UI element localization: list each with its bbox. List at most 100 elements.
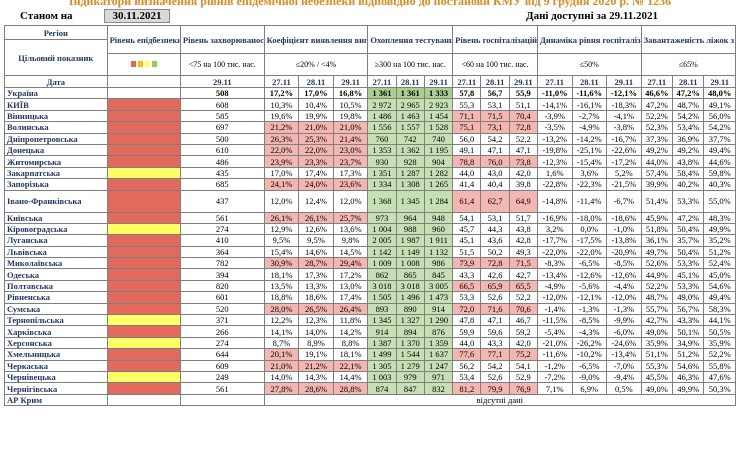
col-target: Цільовий показник	[4, 39, 108, 76]
oxy-cell: 43,8%	[672, 155, 705, 168]
testing-cell: 1 361	[395, 86, 425, 100]
region-name: Тернопільська	[4, 314, 108, 327]
hosp-cell: 52,6	[480, 370, 510, 384]
oxy-cell: 53,3%	[672, 257, 705, 270]
dyn-cell: -11,5%	[536, 314, 573, 327]
testing-cell: 1 287	[395, 166, 425, 180]
oxy-cell: 45,1%	[672, 268, 705, 281]
oxy-cell: 49,9%	[672, 382, 705, 395]
hosp-cell: 70,6	[508, 302, 538, 316]
oxy-cell: 37,7%	[703, 132, 736, 145]
detection-cell: 14,0%	[298, 325, 334, 338]
hosp-cell: 65,5	[508, 279, 538, 293]
oxy-cell: 49,0%	[640, 382, 674, 395]
hosp-cell: 71,5	[508, 257, 538, 270]
detection-cell: 26,4%	[332, 302, 369, 316]
dyn-cell: -8,3%	[536, 257, 573, 270]
detection-cell: 14,3%	[298, 370, 334, 384]
detection-cell: 21,4%	[332, 132, 369, 145]
testing-cell: 979	[395, 370, 425, 384]
region-name: Хмельницька	[4, 348, 108, 361]
table-row: Полтавська 820 13,5% 13,3% 13,0% 3 018 3 018 3 …	[4, 279, 736, 293]
testing-cell: 760	[367, 132, 397, 145]
dyn-cell: -12,1%	[571, 291, 608, 304]
oxy-cell: 50,3%	[703, 382, 736, 395]
hosp-cell: 75,2	[508, 348, 538, 361]
dyn-cell: -11,6%	[571, 86, 608, 100]
dyn-cell: -5,6%	[571, 279, 608, 293]
incidence-cell: 410	[179, 234, 265, 247]
detection-cell: 28,7%	[298, 257, 334, 270]
oxy-cell: 51,2%	[703, 245, 736, 259]
hosp-cell: 47,1	[480, 143, 510, 157]
hosp-cell: 55,3	[452, 98, 482, 111]
level-cell	[106, 143, 181, 157]
testing-cell: 740	[423, 132, 454, 145]
oxy-cell: 35,9%	[640, 336, 674, 350]
available-date: Дані доступні за 29.11.2021	[526, 10, 658, 22]
level-cell	[106, 98, 181, 111]
date-test-28: 28.11	[395, 75, 425, 88]
hosp-cell: 71,6	[480, 302, 510, 316]
table-row: Рівненська 601 18,8% 18,6% 17,4% 1 505 1 496 1 …	[4, 291, 736, 304]
testing-cell: 3 018	[367, 279, 397, 293]
testing-cell: 1 284	[423, 189, 454, 213]
oxy-cell: 51,8%	[640, 222, 674, 236]
oxy-cell: 53,3%	[672, 189, 705, 213]
oxy-cell: 50,1%	[672, 325, 705, 338]
level-cell	[106, 268, 181, 281]
dyn-cell: 0,5%	[606, 382, 642, 395]
legend-square	[130, 61, 136, 67]
hosp-cell: 46,7	[508, 314, 538, 327]
region-name: Дніпропетровська	[4, 132, 108, 145]
detection-cell: 30,9%	[263, 257, 300, 270]
detection-target: ≤20% / <4%	[263, 53, 369, 76]
detection-cell: 12,2%	[263, 314, 300, 327]
dyn-cell: -1,3%	[571, 302, 608, 316]
detection-cell: 14,4%	[332, 370, 369, 384]
testing-cell: 2 972	[367, 98, 397, 111]
testing-cell: 1 987	[395, 234, 425, 247]
testing-cell: 845	[423, 268, 454, 281]
hosp-cell: 45,1	[452, 234, 482, 247]
oxy-cell: 52,2%	[640, 109, 674, 123]
dyn-cell: -18,0%	[571, 211, 608, 224]
dyn-cell: -16,1%	[571, 98, 608, 111]
testing-cell: 1 004	[367, 222, 397, 236]
detection-cell: 26,5%	[298, 302, 334, 316]
dyn-cell: -24,6%	[606, 336, 642, 350]
col-date: Дата	[4, 75, 108, 88]
incidence-cell: 585	[179, 109, 265, 123]
hosp-cell: 70,4	[508, 109, 538, 123]
oxy-cell: 40,3%	[703, 178, 736, 191]
dyn-cell: -25,1%	[571, 143, 608, 157]
detection-cell: 12,3%	[298, 314, 334, 327]
hosp-cell: 72,8	[508, 121, 538, 134]
testing-cell: 1 359	[423, 336, 454, 350]
hosp-cell: 65,9	[480, 279, 510, 293]
hosp-cell: 42,8	[508, 234, 538, 247]
level-cell	[106, 257, 181, 270]
date-dyn-27: 27.11	[536, 75, 573, 88]
incidence-cell: 508	[179, 86, 265, 100]
dyn-cell: -1,4%	[536, 302, 573, 316]
hosp-cell: 47,8	[452, 314, 482, 327]
testing-cell: 988	[395, 222, 425, 236]
testing-cell: 1 345	[395, 189, 425, 213]
testing-cell: 904	[423, 155, 454, 168]
detection-cell: 26,1%	[263, 211, 300, 224]
oxy-cell: 49,2%	[672, 143, 705, 157]
hosp-cell: 43,3	[480, 336, 510, 350]
level-cell	[106, 302, 181, 316]
testing-cell: 1 486	[367, 109, 397, 123]
hosp-cell: 77,6	[452, 348, 482, 361]
detection-cell: 21,2%	[298, 359, 334, 373]
dyn-cell: -16,9%	[536, 211, 573, 224]
region-name: Рівненська	[4, 291, 108, 304]
detection-cell: 14,5%	[332, 245, 369, 259]
incidence-cell: 394	[179, 268, 265, 281]
testing-cell: 1 370	[395, 336, 425, 350]
hosp-cell: 50,2	[480, 245, 510, 259]
testing-cell: 1 351	[367, 166, 397, 180]
legend-square	[137, 61, 143, 67]
